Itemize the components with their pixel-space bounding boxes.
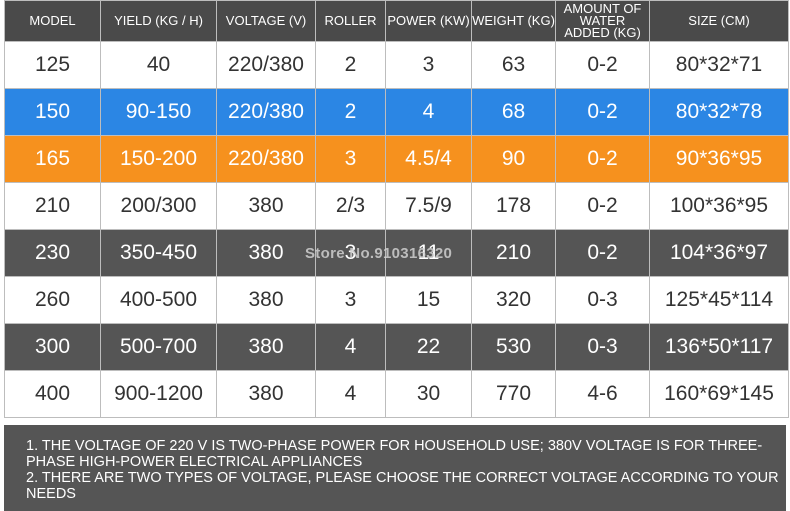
cell-water: 0-2 — [555, 88, 650, 136]
cell-roller: 4 — [315, 370, 386, 418]
cell-roller: 3 — [315, 135, 386, 183]
cell-weight: 770 — [471, 370, 556, 418]
header-model: MODEL — [4, 0, 101, 42]
cell-voltage: 220/380 — [216, 135, 316, 183]
cell-model: 260 — [4, 276, 101, 324]
store-watermark: Store No.910316320 — [305, 245, 453, 262]
cell-power: 3 — [385, 41, 472, 89]
cell-roller: 2 — [315, 88, 386, 136]
cell-voltage: 220/380 — [216, 41, 316, 89]
header-water: AMOUNT OF WATER ADDED (KG) — [555, 0, 650, 42]
cell-yield: 900-1200 — [100, 370, 217, 418]
cell-roller: 2 — [315, 41, 386, 89]
cell-weight: 210 — [471, 229, 556, 277]
cell-power: 15 — [385, 276, 472, 324]
cell-water: 0-3 — [555, 323, 650, 371]
cell-weight: 68 — [471, 88, 556, 136]
note-2: 2. THERE ARE TWO TYPES OF VOLTAGE, PLEAS… — [26, 470, 779, 502]
cell-power: 11 — [385, 229, 472, 277]
cell-model: 230 — [4, 229, 101, 277]
cell-model: 125 — [4, 41, 101, 89]
cell-size: 125*45*114 — [649, 276, 789, 324]
cell-yield: 40 — [100, 41, 217, 89]
cell-model: 165 — [4, 135, 101, 183]
cell-model: 300 — [4, 323, 101, 371]
cell-size: 100*36*95 — [649, 182, 789, 230]
cell-size: 80*32*71 — [649, 41, 789, 89]
cell-size: 80*32*78 — [649, 88, 789, 136]
header-roller: ROLLER — [315, 0, 386, 42]
header-voltage: VOLTAGE (V) — [216, 0, 316, 42]
header-row: MODEL YIELD (KG / H) VOLTAGE (V) ROLLER … — [4, 0, 789, 42]
cell-power: 22 — [385, 323, 472, 371]
table-row: 210 200/300 380 2/3 7.5/9 178 0-2 100*36*95 — [4, 182, 789, 230]
cell-yield: 90-150 — [100, 88, 217, 136]
cell-model: 210 — [4, 182, 101, 230]
table-row: 230 350-450 380 3 11 210 0-2 104*36*97 — [4, 229, 789, 277]
cell-size: 160*69*145 — [649, 370, 789, 418]
cell-weight: 178 — [471, 182, 556, 230]
cell-water: 0-3 — [555, 276, 650, 324]
table-row: 125 40 220/380 2 3 63 0-2 80*32*71 — [4, 41, 789, 89]
cell-size: 104*36*97 — [649, 229, 789, 277]
cell-yield: 500-700 — [100, 323, 217, 371]
cell-roller: 4 — [315, 323, 386, 371]
header-weight: WEIGHT (KG) — [471, 0, 556, 42]
table-row: 260 400-500 380 3 15 320 0-3 125*45*114 — [4, 276, 789, 324]
cell-weight: 530 — [471, 323, 556, 371]
cell-voltage: 380 — [216, 229, 316, 277]
cell-weight: 90 — [471, 135, 556, 183]
cell-water: 0-2 — [555, 229, 650, 277]
notes-box: 1. THE VOLTAGE OF 220 V IS TWO-PHASE POW… — [4, 425, 786, 511]
cell-power: 4.5/4 — [385, 135, 472, 183]
cell-weight: 63 — [471, 41, 556, 89]
table-row: 300 500-700 380 4 22 530 0-3 136*50*117 — [4, 323, 789, 371]
cell-power: 4 — [385, 88, 472, 136]
cell-voltage: 380 — [216, 323, 316, 371]
cell-yield: 200/300 — [100, 182, 217, 230]
table-row: 150 90-150 220/380 2 4 68 0-2 80*32*78 — [4, 88, 789, 136]
cell-water: 4-6 — [555, 370, 650, 418]
cell-roller: 2/3 — [315, 182, 386, 230]
spec-table: MODEL YIELD (KG / H) VOLTAGE (V) ROLLER … — [4, 0, 789, 418]
cell-weight: 320 — [471, 276, 556, 324]
note-1: 1. THE VOLTAGE OF 220 V IS TWO-PHASE POW… — [26, 438, 763, 470]
cell-model: 400 — [4, 370, 101, 418]
cell-power: 30 — [385, 370, 472, 418]
cell-yield: 350-450 — [100, 229, 217, 277]
cell-voltage: 380 — [216, 182, 316, 230]
cell-voltage: 380 — [216, 370, 316, 418]
cell-yield: 400-500 — [100, 276, 217, 324]
cell-voltage: 220/380 — [216, 88, 316, 136]
cell-voltage: 380 — [216, 276, 316, 324]
cell-yield: 150-200 — [100, 135, 217, 183]
table-row: 400 900-1200 380 4 30 770 4-6 160*69*145 — [4, 370, 789, 418]
header-size: SIZE (CM) — [649, 0, 789, 42]
table-row: 165 150-200 220/380 3 4.5/4 90 0-2 90*36*95 — [4, 135, 789, 183]
cell-roller: 3 — [315, 276, 386, 324]
cell-water: 0-2 — [555, 182, 650, 230]
cell-water: 0-2 — [555, 41, 650, 89]
header-power: POWER (KW) — [385, 0, 472, 42]
header-yield: YIELD (KG / H) — [100, 0, 217, 42]
cell-water: 0-2 — [555, 135, 650, 183]
cell-size: 136*50*117 — [649, 323, 789, 371]
cell-model: 150 — [4, 88, 101, 136]
cell-size: 90*36*95 — [649, 135, 789, 183]
cell-power: 7.5/9 — [385, 182, 472, 230]
